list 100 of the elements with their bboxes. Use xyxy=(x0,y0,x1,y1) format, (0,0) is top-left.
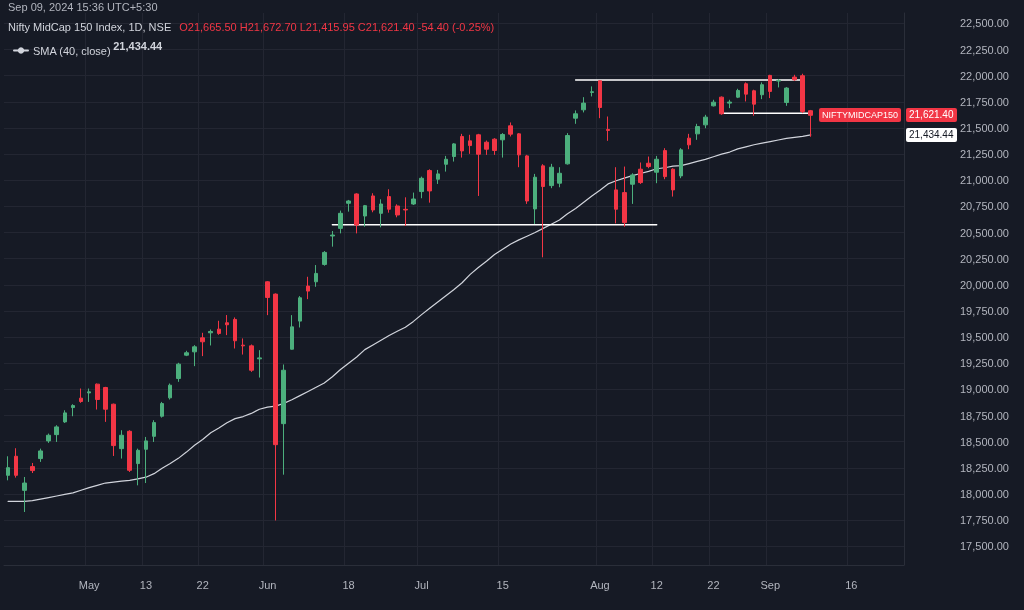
candlestick xyxy=(290,314,294,351)
text: Nifty MidCap 150 Index, 1D, NSE xyxy=(8,21,172,33)
candlestick xyxy=(663,147,667,180)
x-tick-label: 16 xyxy=(845,578,858,591)
candlestick xyxy=(281,363,286,476)
candlestick xyxy=(95,383,100,411)
candlestick xyxy=(590,85,594,97)
annotation: NIFTYMIDCAP150 xyxy=(819,108,902,123)
candlestick xyxy=(744,81,748,102)
candlestick xyxy=(460,133,464,159)
y-tick-label: 19,250.00 xyxy=(960,357,1009,370)
candlestick xyxy=(273,292,278,521)
candlestick xyxy=(784,86,789,107)
candlestick xyxy=(241,337,245,356)
y-tick-label: 18,750.00 xyxy=(960,409,1009,422)
candlestick xyxy=(508,121,513,137)
candlestick xyxy=(371,192,375,213)
candlestick xyxy=(573,109,578,125)
y-tick-label: 17,750.00 xyxy=(960,514,1009,527)
candlestick xyxy=(144,436,148,484)
candlestick xyxy=(687,133,691,150)
candlestick xyxy=(30,462,35,474)
candlestick xyxy=(468,134,472,155)
y-tick-label: 20,000.00 xyxy=(960,278,1009,291)
candlestick xyxy=(71,403,75,417)
candlestick xyxy=(484,140,489,156)
candlestick xyxy=(768,74,772,99)
candlestick xyxy=(14,447,18,479)
x-tick-label: Jun xyxy=(258,578,277,591)
candlestick xyxy=(168,383,172,400)
candlestick xyxy=(581,96,586,113)
candlestick xyxy=(225,314,229,336)
candlestick xyxy=(679,147,683,179)
annotation: 21,434.44 xyxy=(113,40,163,52)
candlestick xyxy=(346,199,351,213)
candlestick xyxy=(184,350,189,357)
y-tick-label: 19,500.00 xyxy=(960,331,1009,344)
candlestick xyxy=(322,250,327,267)
y-tick-label: 21,500.00 xyxy=(960,122,1009,134)
candlestick xyxy=(598,79,602,119)
x-tick-label: Aug xyxy=(590,578,610,591)
candlestick xyxy=(111,403,116,457)
candlestick xyxy=(419,176,424,199)
annotation: O21,665.50 H21,672.70 L21,415.95 C21,621.40 -54.40 (-0.25%) xyxy=(179,21,495,33)
candlestick xyxy=(249,344,254,373)
candlestick xyxy=(298,295,302,328)
line-series xyxy=(7,134,812,502)
candlestick xyxy=(257,349,262,379)
candlestick xyxy=(703,114,708,129)
y-tick-label: 20,750.00 xyxy=(960,200,1009,213)
y-tick-label: 17,500.00 xyxy=(960,540,1009,553)
candlestick xyxy=(476,133,481,197)
candlestick xyxy=(330,230,335,248)
candlestick xyxy=(525,154,529,205)
candlestick xyxy=(492,137,497,156)
candlestick xyxy=(549,163,554,189)
candlestick xyxy=(671,167,675,198)
candlestick xyxy=(265,280,270,316)
candlestick xyxy=(22,476,27,513)
y-tick-label: 20,500.00 xyxy=(960,226,1009,239)
candlestick xyxy=(411,192,416,206)
x-tick-label: 13 xyxy=(139,578,153,591)
candlestick xyxy=(233,316,237,349)
y-tick-label: 22,250.00 xyxy=(960,43,1009,56)
x-tick-label: 18 xyxy=(342,578,355,591)
candlestick xyxy=(176,362,181,383)
candlestick xyxy=(630,172,635,205)
y-tick-label: 18,500.00 xyxy=(960,435,1009,448)
y-tick-label: 18,250.00 xyxy=(960,461,1009,474)
candlestick xyxy=(136,448,140,486)
candlestick xyxy=(776,78,781,88)
candlestick xyxy=(354,192,359,234)
candlestick xyxy=(54,424,59,443)
y-tick-label: 18,000.00 xyxy=(960,487,1009,500)
candlestick xyxy=(103,386,108,423)
candlestick xyxy=(533,173,537,225)
candlestick xyxy=(119,429,124,460)
candlestick xyxy=(63,409,67,424)
x-tick-label: 15 xyxy=(496,578,509,591)
annotation: Sep 09, 2024 15:36 UTC+5:30 xyxy=(8,1,158,13)
y-tick-label: 22,500.00 xyxy=(960,17,1009,30)
candlestick xyxy=(6,455,10,481)
candlestick xyxy=(379,198,383,228)
candlestick xyxy=(387,188,391,214)
candlestick xyxy=(614,166,618,224)
candlestick xyxy=(200,332,205,357)
x-tick-label: May xyxy=(78,578,101,591)
candlestick xyxy=(760,81,764,100)
candlestick xyxy=(436,169,440,185)
candlestick xyxy=(403,196,408,227)
y-tick-label: 22,000.00 xyxy=(960,69,1009,82)
candlestick xyxy=(517,132,521,168)
y-tick-label: 20,250.00 xyxy=(960,252,1009,265)
candlestick xyxy=(152,419,156,443)
x-tick-label: 12 xyxy=(650,578,663,591)
y-tick-label: 19,750.00 xyxy=(960,304,1009,317)
y-tick-label: 21,750.00 xyxy=(960,95,1009,108)
x-tick-label: Sep xyxy=(760,578,781,591)
candlestick xyxy=(711,99,716,107)
text: 21,434.44 xyxy=(906,127,957,142)
